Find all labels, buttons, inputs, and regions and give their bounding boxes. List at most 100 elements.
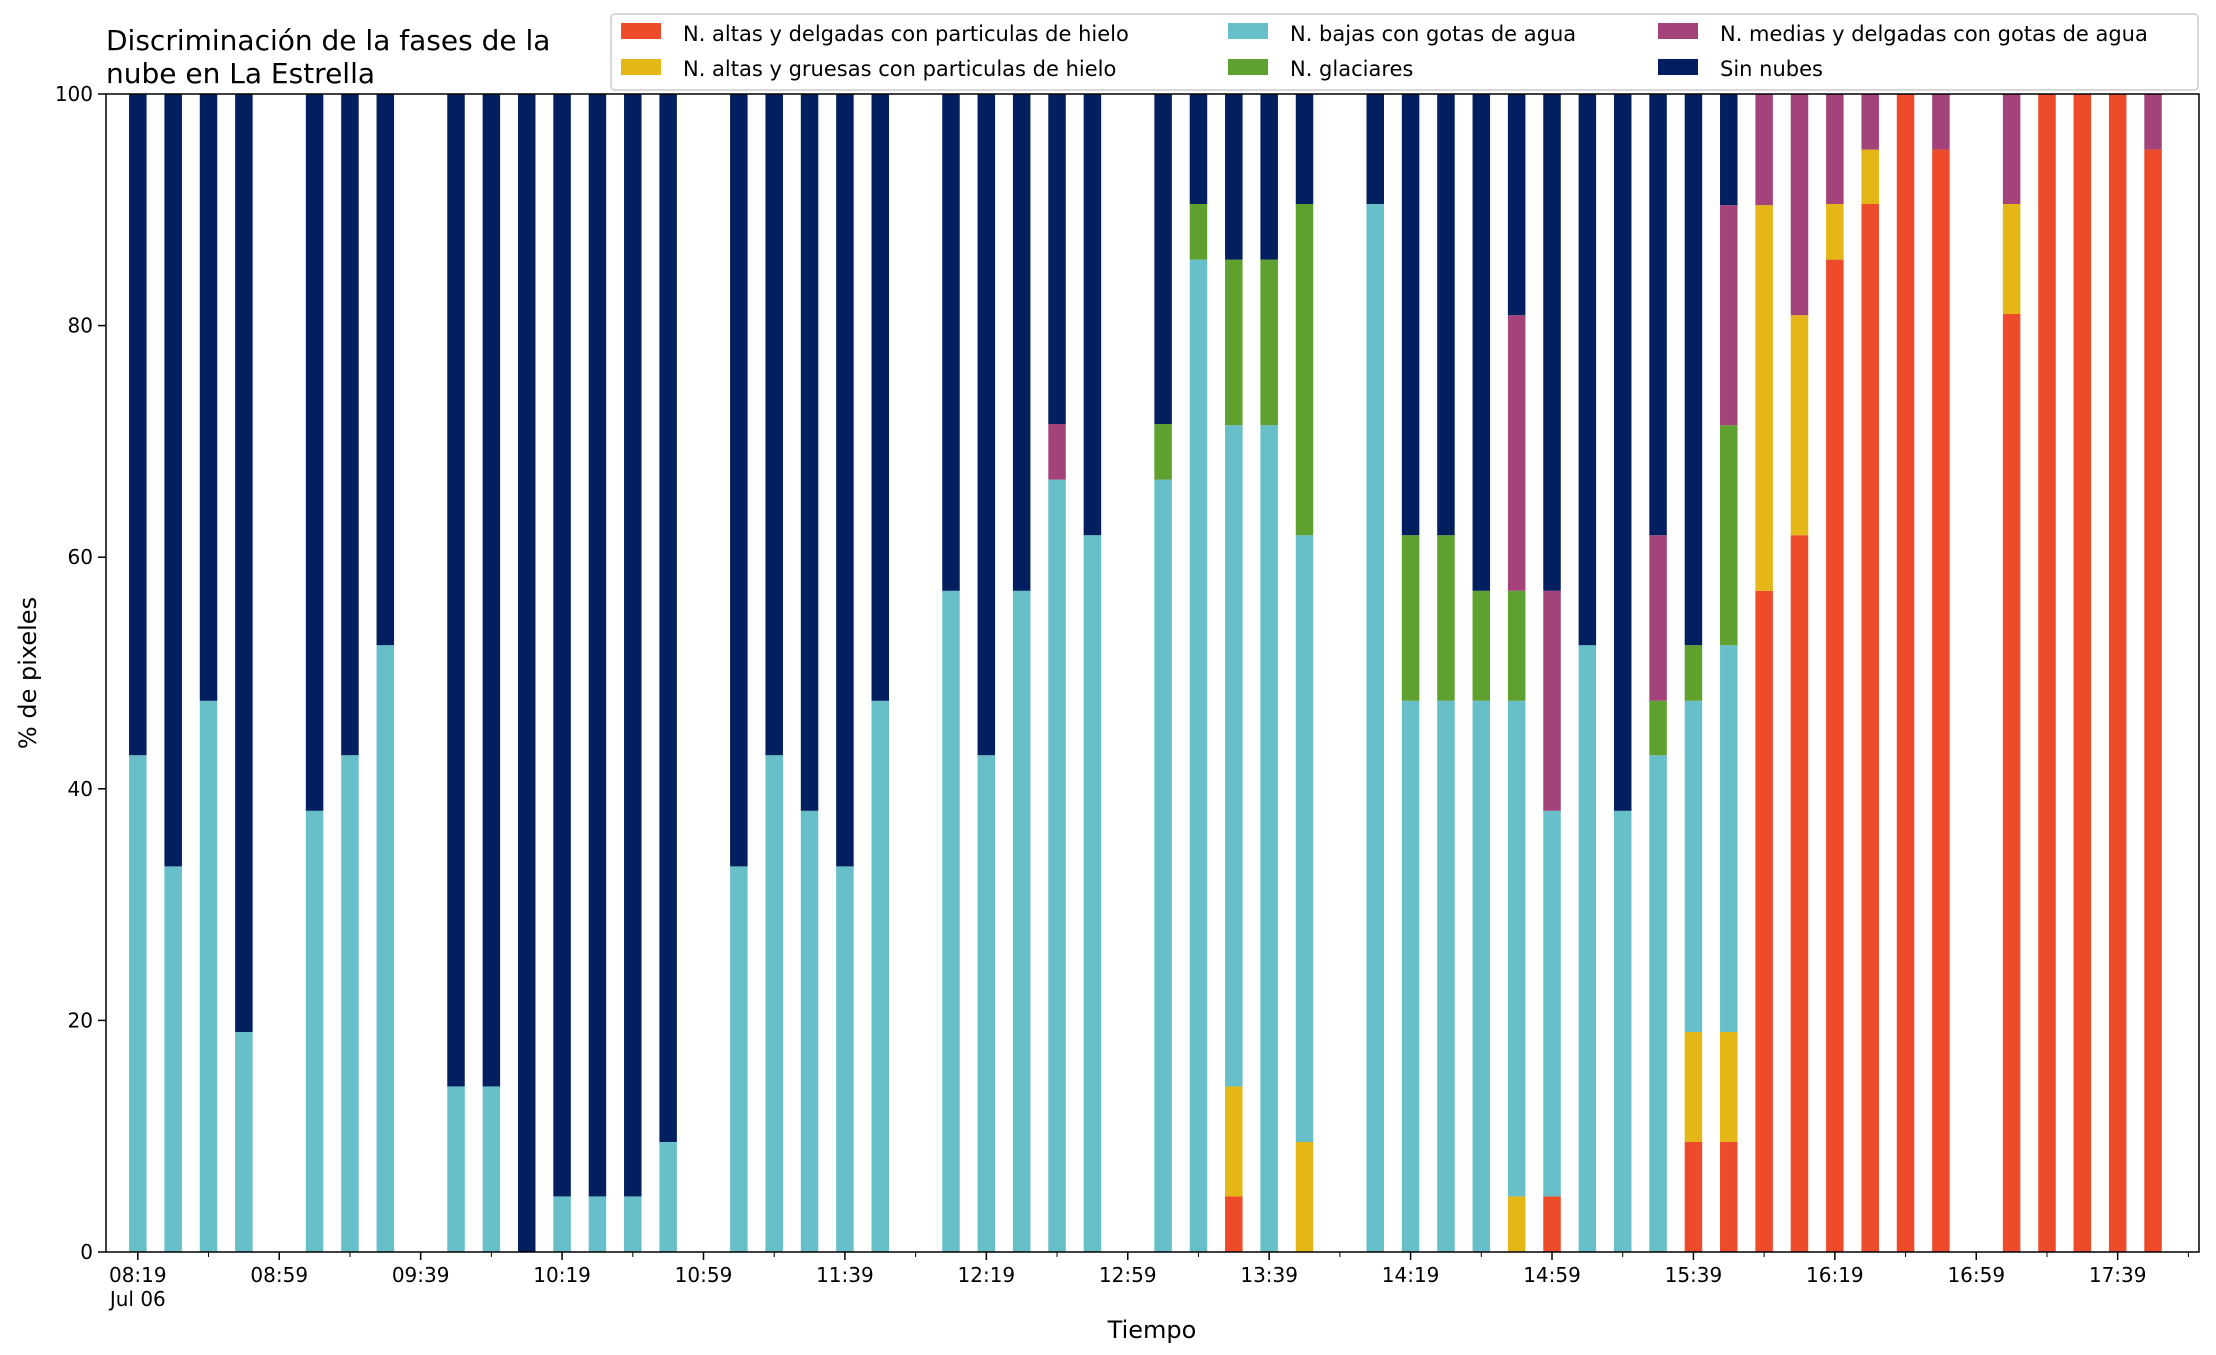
bar-segment-low [730,866,748,1252]
x-tick-label: 16:59 [1947,1263,2005,1287]
bar-segment-clear [1401,94,1420,536]
bar-segment-low [553,1196,571,1252]
bar-segment-ice_thin [1225,1196,1243,1252]
legend-swatch-ice-thin [621,23,661,39]
y-tick-label: 0 [80,1240,93,1264]
bar-segment-mid [1649,535,1667,701]
bar-segment-glac [1720,425,1738,646]
bar-segment-low [341,755,359,1252]
x-tick-label: 10:59 [675,1263,733,1287]
bar-segment-ice_thin [1932,149,1950,1253]
bar-segment-clear [1366,94,1384,205]
bar-segment-low [624,1196,642,1252]
bar-segment-clear [1720,94,1738,206]
y-tick-label: 20 [68,1008,93,1032]
legend-swatch-ice-thick [621,59,661,75]
bar-segment-mid [1507,315,1526,591]
bar-segment-clear [1225,94,1243,260]
bar-segment-low [1366,204,1384,1252]
legend-label-ice-thin: N. altas y delgadas con particulas de hi… [683,22,1129,46]
plot-frame [105,93,2200,1253]
bar-segment-ice_thin [2002,314,2021,1252]
bar-segment-ice_thin [1826,259,1844,1253]
legend-frame [610,13,2199,91]
bar-segment-low [1649,755,1667,1252]
x-tick-label: 17:39 [2089,1263,2147,1287]
bar-segment-clear [1154,94,1172,425]
bar-segment-clear [1189,94,1208,205]
bar-segment-low [235,1031,253,1252]
x-tick-label: 09:39 [392,1263,450,1287]
legend-label-glac: N. glaciares [1290,57,1413,81]
x-tick-label: 10:19 [533,1263,591,1287]
x-axis-label: Tiempo [1107,1316,1197,1344]
legend-swatch-low [1228,23,1268,39]
bar-segment-clear [447,94,465,1087]
bar-segment-mid [1543,590,1561,811]
bar-segment-clear [1012,94,1031,591]
bar-segment-low [129,755,147,1252]
bar-segment-clear [1048,94,1066,425]
bar-segment-clear [235,94,253,1032]
chart-title-line-2: nube en La Estrella [106,57,375,90]
x-tick-label: 13:39 [1240,1263,1298,1287]
bar-segment-low [977,755,996,1252]
y-tick-label: 80 [68,314,93,338]
bar-segment-glac [1154,424,1172,480]
bar-segment-ice_thin [2073,94,2092,1252]
bar-segment-clear [1578,94,1597,646]
bar-segment-ice_thick [1720,1031,1738,1142]
legend: N. altas y delgadas con particulas de hi… [610,13,2199,91]
bar-segment-clear [942,94,960,591]
bar-segment-clear [1472,94,1491,591]
y-tick-label: 40 [68,777,93,801]
bar-segment-glac [1684,645,1703,701]
bar-segment-glac [1401,535,1420,701]
bar-segment-clear [376,94,395,646]
bar-segment-ice_thin [1755,590,1773,1252]
bar-segment-ice_thick [1225,1086,1243,1197]
bar-segment-low [800,810,819,1252]
y-axis-label: % de pixeles [14,597,42,749]
bar-segment-clear [659,94,677,1142]
bar-segment-low [1613,810,1632,1252]
bar-segment-clear [977,94,996,756]
bar-segment-low [836,866,854,1252]
bar-segment-clear [1684,94,1703,646]
bar-segment-ice_thin [1720,1141,1738,1252]
bar-segment-ice_thin [1684,1141,1703,1252]
bar-segment-mid [1861,94,1879,150]
bar-segment-low [1401,700,1420,1252]
bar-segment-low [1012,590,1031,1252]
legend-swatch-glac [1228,59,1268,75]
bar-segment-low [942,590,960,1252]
x-tick-label: 14:19 [1382,1263,1440,1287]
bar-segment-clear [164,94,182,867]
y-tick-label: 100 [55,82,93,106]
bar-segment-low [164,866,182,1252]
bar-segment-low [1189,259,1208,1253]
bar-segment-glac [1225,259,1243,426]
bar-segment-clear [836,94,854,867]
bar-segment-mid [1826,94,1844,205]
bar-segment-ice_thick [2002,204,2021,315]
bar-segment-mid [1720,205,1738,426]
bar-segment-ice_thick [1684,1031,1703,1142]
x-tick-sublabel: Jul 06 [108,1287,166,1311]
bar-segment-mid [2002,94,2021,205]
bar-segment-low [1578,645,1597,1252]
bar-segment-low [482,1086,501,1252]
bar-segment-clear [1437,94,1455,536]
bar-segment-ice_thick [1790,315,1809,536]
bar-segment-ice_thin [1790,535,1809,1252]
legend-label-clear: Sin nubes [1720,57,1823,81]
bar-segment-low [1260,425,1278,1252]
bar-segment-clear [624,94,642,1197]
bar-segment-glac [1472,590,1491,701]
bar-segment-ice_thin [1896,94,1915,1252]
bar-segment-clear [1083,94,1102,536]
bar-segment-low [1295,535,1314,1142]
bar-segment-glac [1260,259,1278,426]
bar-segment-clear [199,94,218,701]
